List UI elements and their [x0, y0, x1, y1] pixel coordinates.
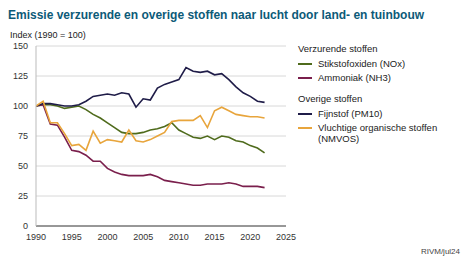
svg-text:125: 125: [13, 71, 28, 81]
html-text:Index (1990 = 100): Index (1990 = 100): [10, 30, 86, 40]
svg-text:100: 100: [13, 101, 28, 111]
svg-text:25: 25: [18, 191, 28, 201]
svg-text:2025: 2025: [276, 232, 296, 242]
html-text:Fijnstof (PM10): Fijnstof (PM10): [318, 108, 383, 119]
html-text:Ammoniak (NH3): Ammoniak (NH3): [318, 72, 391, 83]
html-text:Verzurende stoffen: Verzurende stoffen: [298, 43, 378, 54]
html-text:Overige stoffen: Overige stoffen: [298, 93, 363, 104]
html-text:Stikstofoxiden (NOx): Stikstofoxiden (NOx): [318, 58, 406, 69]
html-text:Vluchtige organische stoffen (: Vluchtige organische stoffen (NMVOS): [318, 122, 438, 144]
svg-text:1990: 1990: [26, 232, 46, 242]
html-text:RIVM/jul24: RIVM/jul24: [420, 247, 460, 256]
svg-text:2000: 2000: [97, 232, 117, 242]
svg-text:150: 150: [13, 41, 28, 51]
svg-text:0: 0: [23, 221, 28, 231]
svg-text:1995: 1995: [62, 232, 82, 242]
svg-text:2015: 2015: [205, 232, 225, 242]
html-text:Emissie verzurende en overige: Emissie verzurende en overige stoffen na…: [8, 8, 425, 22]
svg-text:50: 50: [18, 161, 28, 171]
svg-text:2010: 2010: [169, 232, 189, 242]
svg-text:2005: 2005: [133, 232, 153, 242]
svg-text:75: 75: [18, 131, 28, 141]
svg-text:2020: 2020: [240, 232, 260, 242]
